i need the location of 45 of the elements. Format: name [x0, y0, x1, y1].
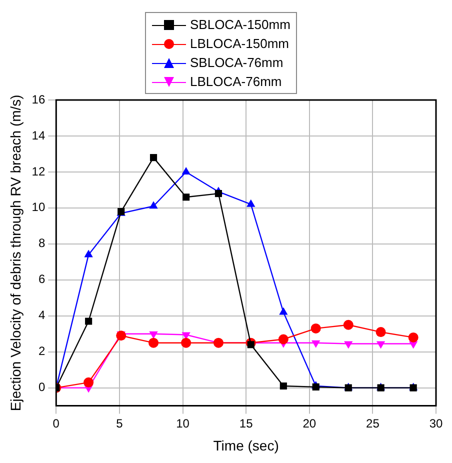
y-tick-label: 8	[38, 236, 46, 250]
point	[84, 250, 93, 258]
x-axis-title: Time (sec)	[213, 437, 279, 454]
point	[182, 166, 190, 174]
x-tick-label: 0	[52, 416, 60, 430]
legend-label: SBLOCA-150mm	[190, 17, 290, 32]
point	[85, 318, 92, 325]
x-tick-label: 30	[429, 416, 443, 430]
x-tick-label: 25	[366, 416, 380, 430]
point	[182, 194, 190, 201]
point	[150, 154, 158, 162]
y-tick-label: 6	[38, 272, 46, 286]
y-tick-label: 10	[32, 200, 46, 214]
y-tick-label: 0	[38, 380, 46, 394]
x-tick-label: 15	[239, 416, 254, 430]
y-tick-label: 2	[38, 344, 46, 358]
point	[376, 341, 386, 349]
point	[214, 190, 222, 198]
x-tick-label: 10	[176, 416, 190, 430]
x-tick-label: 20	[302, 416, 316, 430]
point	[181, 338, 192, 348]
point	[278, 334, 288, 344]
y-tick-label: 12	[32, 164, 46, 178]
point	[376, 327, 386, 338]
point	[408, 332, 418, 342]
point	[149, 201, 158, 209]
point	[279, 307, 288, 315]
point	[310, 323, 321, 334]
legend-label: LBLOCA-76mm	[190, 74, 282, 89]
point	[343, 320, 354, 330]
y-tick-label: 14	[32, 128, 46, 142]
point	[148, 338, 159, 348]
point	[84, 377, 94, 388]
legend-label: SBLOCA-76mm	[190, 55, 284, 70]
x-tick-label: 5	[116, 416, 124, 430]
legend-label: LBLOCA-150mm	[190, 36, 289, 51]
y-tick-label: 4	[38, 308, 46, 322]
point	[246, 199, 256, 207]
point	[344, 341, 353, 349]
point	[149, 331, 158, 339]
point	[213, 338, 224, 348]
point	[280, 382, 287, 390]
point	[312, 340, 320, 348]
y-axis-title: Ejection Velocity of debris through RV breach (m/s)	[7, 94, 24, 412]
y-tick-label: 16	[32, 92, 46, 106]
